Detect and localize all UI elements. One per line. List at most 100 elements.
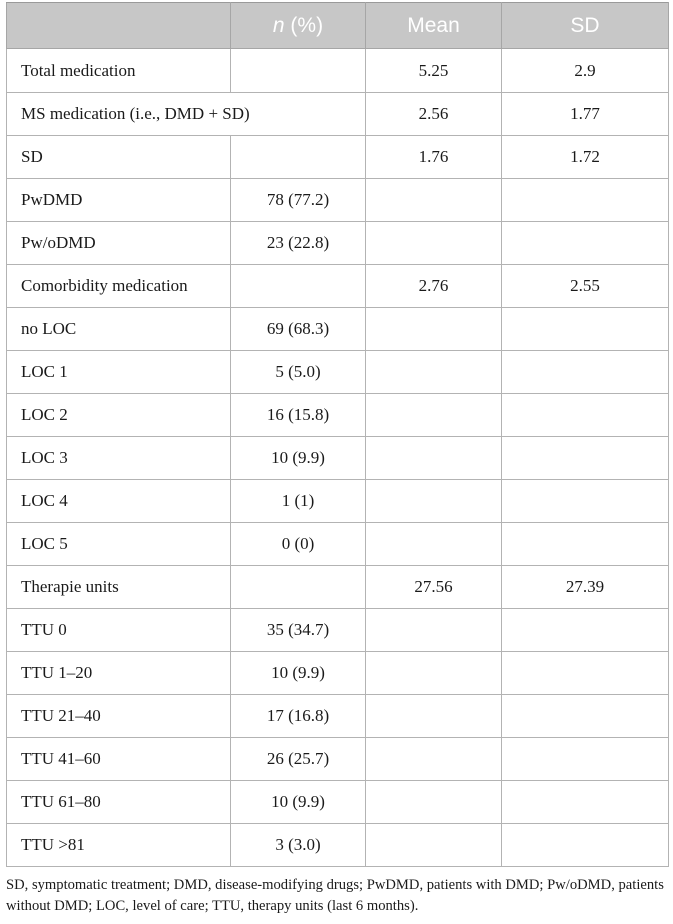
row-label: LOC 3 [6,436,231,480]
row-mean [365,350,502,394]
row-n-percent: 10 (9.9) [230,780,366,824]
row-mean [365,221,502,265]
row-mean: 2.76 [365,264,502,308]
row-label: LOC 5 [6,522,231,566]
row-mean [365,608,502,652]
row-sd: 27.39 [501,565,669,609]
row-sd [501,522,669,566]
row-label: Comorbidity medication [6,264,231,308]
row-sd [501,393,669,437]
row-mean [365,178,502,222]
row-label: Pw/oDMD [6,221,231,265]
row-mean: 5.25 [365,48,502,93]
row-n-percent: 26 (25.7) [230,737,366,781]
row-n-percent [230,565,366,609]
row-label: LOC 2 [6,393,231,437]
table-row: TTU 0 35 (34.7) [6,608,669,652]
row-n-percent: 10 (9.9) [230,651,366,695]
table-row: TTU 1–20 10 (9.9) [6,651,669,695]
row-label: Therapie units [6,565,231,609]
row-sd [501,479,669,523]
table-row: TTU 61–80 10 (9.9) [6,780,669,824]
row-label: TTU 21–40 [6,694,231,738]
row-sd [501,307,669,351]
row-label: LOC 1 [6,350,231,394]
row-mean [365,479,502,523]
row-n-percent: 23 (22.8) [230,221,366,265]
header-sd: SD [501,2,669,49]
statistics-table: n (%) Mean SD Total medication 5.25 2.9 MS … [6,2,669,867]
table-row: Total medication 5.25 2.9 [6,48,669,93]
header-percent-label: (%) [284,13,324,37]
row-label: SD [6,135,231,179]
row-label: PwDMD [6,178,231,222]
row-label: TTU 1–20 [6,651,231,695]
table-row: Comorbidity medication 2.76 2.55 [6,264,669,308]
row-n-percent: 10 (9.9) [230,436,366,480]
table-row: TTU >81 3 (3.0) [6,823,669,867]
table-row: LOC 2 16 (15.8) [6,393,669,437]
row-label: no LOC [6,307,231,351]
row-mean: 1.76 [365,135,502,179]
table-header-row: n (%) Mean SD [6,2,669,49]
table-row: LOC 3 10 (9.9) [6,436,669,480]
row-n-percent: 1 (1) [230,479,366,523]
row-label: MS medication (i.e., DMD + SD) [6,92,366,136]
row-mean [365,823,502,867]
row-sd [501,694,669,738]
row-mean [365,436,502,480]
row-n-percent [230,264,366,308]
row-n-percent [230,135,366,179]
row-sd [501,651,669,695]
row-sd [501,221,669,265]
row-sd [501,608,669,652]
row-label: TTU 0 [6,608,231,652]
row-n-percent: 17 (16.8) [230,694,366,738]
row-sd: 1.72 [501,135,669,179]
table-body: Total medication 5.25 2.9 MS medication (i.… [6,48,669,867]
header-n-symbol: n [272,13,285,37]
table-row: Pw/oDMD 23 (22.8) [6,221,669,265]
row-mean [365,522,502,566]
row-sd [501,737,669,781]
table-row: TTU 41–60 26 (25.7) [6,737,669,781]
row-mean [365,737,502,781]
header-mean: Mean [365,2,502,49]
row-n-percent: 78 (77.2) [230,178,366,222]
row-sd [501,350,669,394]
row-mean: 27.56 [365,565,502,609]
row-mean: 2.56 [365,92,502,136]
table-row: SD 1.76 1.72 [6,135,669,179]
header-n-percent: n (%) [230,2,366,49]
row-mean [365,651,502,695]
row-n-percent: 69 (68.3) [230,307,366,351]
row-sd [501,823,669,867]
row-label: TTU 41–60 [6,737,231,781]
row-label: TTU >81 [6,823,231,867]
row-sd [501,178,669,222]
row-n-percent: 35 (34.7) [230,608,366,652]
table-row: TTU 21–40 17 (16.8) [6,694,669,738]
row-sd [501,436,669,480]
row-mean [365,694,502,738]
row-sd [501,780,669,824]
table-row: MS medication (i.e., DMD + SD) 2.56 1.77 [6,92,669,136]
row-mean [365,780,502,824]
row-n-percent [230,48,366,93]
table-row: PwDMD 78 (77.2) [6,178,669,222]
row-label: TTU 61–80 [6,780,231,824]
row-n-percent: 16 (15.8) [230,393,366,437]
row-sd: 2.55 [501,264,669,308]
row-sd: 1.77 [501,92,669,136]
row-label: LOC 4 [6,479,231,523]
row-sd: 2.9 [501,48,669,93]
row-n-percent: 5 (5.0) [230,350,366,394]
row-n-percent: 3 (3.0) [230,823,366,867]
row-mean [365,393,502,437]
row-n-percent: 0 (0) [230,522,366,566]
row-label: Total medication [6,48,231,93]
table-footnote: SD, symptomatic treatment; DMD, disease-… [6,877,664,914]
header-label [6,2,231,49]
